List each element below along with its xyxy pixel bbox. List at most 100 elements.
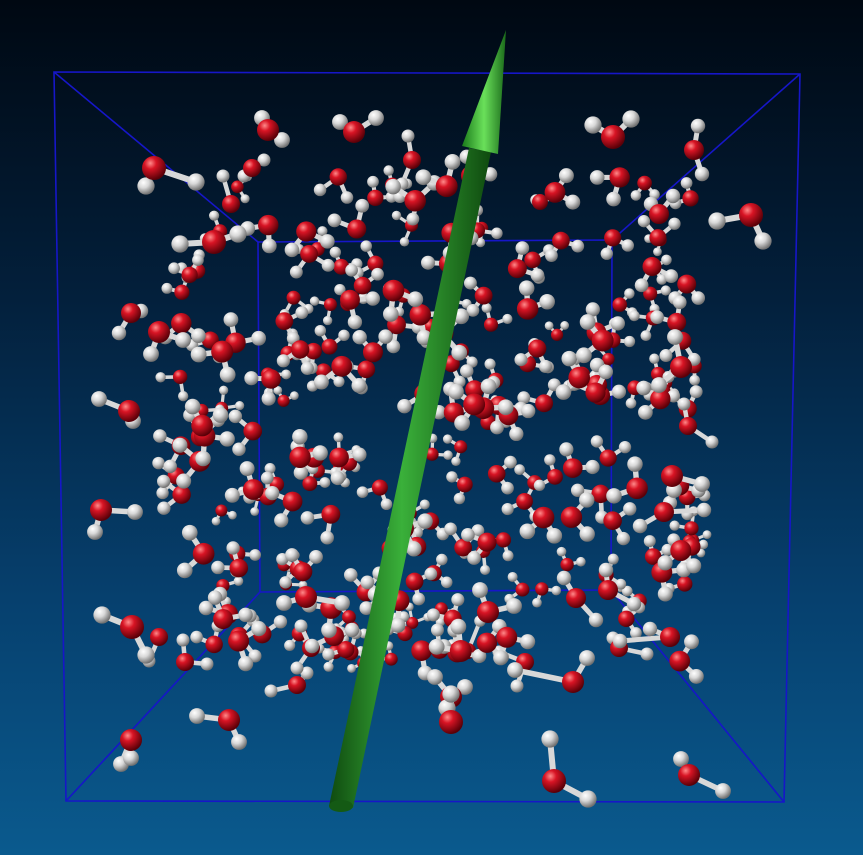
hydrogen-atom [514, 353, 528, 367]
hydrogen-atom [623, 335, 636, 348]
hydrogen-atom [664, 269, 679, 284]
hydrogen-atom [491, 227, 503, 240]
hydrogen-atom [343, 568, 358, 582]
hydrogen-atom [461, 527, 475, 542]
oxygen-atom [660, 627, 680, 647]
hydrogen-atom [137, 177, 155, 195]
oxygen-atom [669, 650, 691, 672]
oxygen-atom [609, 167, 630, 188]
hydrogen-atom [127, 504, 143, 520]
oxygen-atom [535, 394, 554, 413]
hydrogen-atom [668, 217, 681, 230]
water-molecule [606, 631, 654, 661]
hydrogen-atom [152, 456, 165, 470]
hydrogen-atom [91, 391, 107, 407]
oxygen-atom [601, 125, 625, 149]
water-molecule [340, 289, 380, 330]
hydrogen-atom [314, 324, 327, 337]
hydrogen-atom [571, 239, 585, 253]
hydrogen-atom [444, 153, 461, 170]
hydrogen-atom [312, 445, 328, 461]
hydrogen-atom [538, 359, 553, 373]
oxygen-atom [483, 317, 499, 332]
hydrogen-atom [93, 606, 111, 624]
oxygen-atom [191, 414, 213, 437]
water-molecule [425, 433, 453, 461]
hydrogen-atom [579, 314, 596, 330]
water-molecule [606, 456, 648, 504]
hydrogen-atom [661, 254, 672, 266]
hydrogen-atom [696, 502, 712, 518]
hydrogen-atom [677, 397, 691, 411]
hydrogen-atom [261, 238, 277, 254]
hydrogen-atom [424, 567, 438, 581]
hydrogen-atom [156, 486, 169, 500]
hydrogen-atom [621, 239, 634, 252]
hydrogen-atom [238, 656, 254, 672]
hydrogen-atom [651, 377, 667, 393]
hydrogen-atom [365, 291, 380, 306]
oxygen-atom [678, 764, 700, 786]
water-molecule [276, 340, 314, 375]
hydrogen-atom [419, 499, 430, 510]
hydrogen-atom [585, 459, 600, 475]
hydrogen-atom [618, 440, 632, 454]
hydrogen-atom [561, 350, 578, 367]
hydrogen-atom [653, 247, 662, 257]
hydrogen-atom [198, 600, 214, 616]
hydrogen-atom [163, 459, 177, 474]
hydrogen-atom [430, 623, 444, 637]
hydrogen-atom [320, 530, 334, 545]
oxygen-atom [213, 609, 234, 630]
hydrogen-atom [332, 114, 348, 130]
hydrogen-atom [520, 634, 536, 650]
hydrogen-atom [406, 212, 420, 226]
water-molecule [446, 471, 473, 505]
oxygen-atom [243, 159, 261, 177]
hydrogen-atom [640, 330, 652, 342]
oxygen-atom [602, 352, 615, 366]
hydrogen-atom [137, 646, 155, 664]
hydrogen-atom [368, 110, 384, 126]
hydrogen-atom [240, 194, 250, 204]
hydrogen-atom [284, 639, 296, 651]
oxygen-atom [670, 540, 692, 561]
hydrogen-atom [551, 585, 562, 596]
hydrogen-atom [625, 397, 637, 409]
hydrogen-atom [334, 595, 350, 611]
oxygen-atom [739, 203, 763, 227]
oxygen-atom [649, 229, 667, 247]
hydrogen-atom [352, 329, 367, 345]
oxygen-atom [603, 511, 622, 530]
water-molecule [224, 461, 264, 503]
hydrogen-atom [546, 528, 563, 544]
hydrogen-atom [471, 524, 485, 537]
oxygen-atom [654, 502, 674, 522]
hydrogen-atom [360, 240, 372, 252]
water-molecule [157, 474, 191, 515]
oxygen-atom [367, 255, 384, 272]
hydrogen-atom [293, 465, 309, 480]
water-molecule [289, 244, 335, 279]
hydrogen-atom [622, 110, 640, 128]
hydrogen-atom [610, 316, 625, 331]
hydrogen-atom [371, 267, 384, 281]
hydrogen-atom [560, 321, 570, 330]
arrow-shaft [329, 148, 491, 808]
hydrogen-atom [705, 435, 719, 449]
hydrogen-atom [195, 450, 211, 467]
water-molecule [507, 650, 595, 693]
hydrogen-atom [606, 191, 621, 207]
hydrogen-atom [615, 578, 627, 590]
oxygen-atom [649, 204, 669, 224]
oxygen-atom [476, 632, 498, 653]
hydrogen-atom [260, 471, 274, 485]
hydrogen-atom [261, 391, 276, 406]
water-molecule [314, 324, 350, 355]
hydrogen-atom [317, 226, 328, 237]
hydrogen-atom [588, 612, 604, 628]
water-molecule [493, 626, 536, 666]
oxygen-atom [343, 121, 365, 143]
hydrogen-atom [673, 751, 689, 767]
